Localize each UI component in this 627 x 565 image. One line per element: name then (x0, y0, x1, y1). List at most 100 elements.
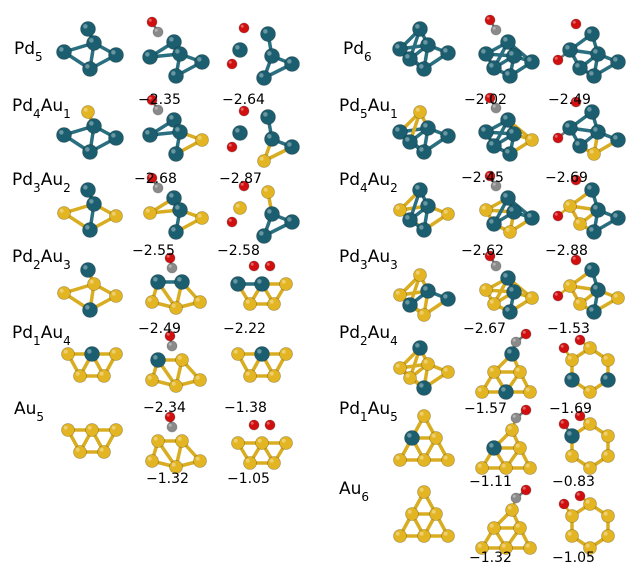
left-pd1au4-bare-atom-highlight (87, 349, 92, 354)
right-pd3au3-o2-atom-au (611, 291, 625, 305)
right-pd2au4-co-atom-o (520, 328, 532, 340)
left-pd3au2-o2-atom-pd (256, 228, 272, 244)
left-pd4au1-co-atom-highlight (197, 135, 202, 140)
right-pd6-bare-atom-highlight (405, 54, 410, 59)
right-pd4au2-bare-atom-pd (420, 198, 436, 214)
right-pd1au5-o2-atom-au (601, 449, 615, 463)
right-pd5au1-co-atom-au (525, 133, 539, 147)
right-au6-bare-atom-au (429, 507, 443, 521)
energy-label-left-1-0: −2.35 (138, 92, 181, 108)
right-pd5au1-co-atom-highlight (509, 129, 514, 134)
left-pd2au3-bare-atom-pd (82, 302, 98, 318)
right-pd4au2-o2-atom-highlight (565, 201, 570, 206)
right-pd5au1-bare-atom-highlight (395, 127, 400, 132)
left-au5-co-atom-highlight (153, 436, 158, 441)
energy-label-right-7-0: −1.32 (469, 550, 512, 565)
right-pd4au2-o2-atom-pd (590, 202, 606, 218)
composition-label-left-2: Pd3Au2 (12, 170, 71, 195)
right-pd3au3-o2-atom-pd (584, 262, 600, 278)
energy-label-left-6-1: −1.05 (227, 471, 270, 487)
right-pd3au3-co-atom-c (490, 260, 502, 272)
right-au6-o2-atom-o (558, 498, 570, 510)
right-pd6-o2-atom-pd (586, 68, 602, 84)
left-pd4au1-co-atom-highlight (175, 127, 180, 132)
right-au6-co-atom-o (520, 484, 532, 496)
right-pd3au3-co-atom-highlight (505, 307, 510, 312)
left-pd1au4-co-atom-au (193, 373, 207, 387)
left-pd1au4-o2-atom-au (243, 369, 257, 383)
right-pd5au1-co-atom-highlight (527, 135, 532, 140)
right-au6-bare-atom-au (441, 529, 455, 543)
right-pd1au5-co-atom-highlight (525, 463, 530, 468)
left-pd5-co-atom-c (152, 26, 164, 38)
right-au6-co-atom-highlight (525, 543, 530, 548)
right-pd3au3-co-atom-highlight (481, 285, 486, 290)
right-pd5au1-co-atom-o (484, 92, 496, 104)
left-pd1au4-o2-atom-pd (254, 346, 270, 362)
right-pd2au4-co-atom-au (487, 365, 501, 379)
right-au6-o2-atom-highlight (585, 543, 590, 548)
right-pd1au5-o2-atom-pd (564, 428, 580, 444)
right-pd1au5-bare-atom-highlight (443, 455, 448, 460)
left-pd5-bare-atom-pd (80, 21, 96, 37)
left-pd1au4-co-atom-c (166, 340, 178, 352)
right-pd2au4-co-atom-pd (498, 384, 514, 400)
left-pd2au3-o2-atom-highlight (250, 262, 254, 266)
left-pd4au1-co-atom-au (195, 133, 209, 147)
energy-label-right-2-0: −2.45 (461, 170, 504, 186)
right-pd5au1-bare-atom-au (413, 105, 427, 119)
right-pd2au4-co-atom-highlight (512, 338, 516, 342)
right-pd4au2-co-atom-pd (506, 204, 522, 220)
composition-label-left-4: Pd1Au4 (12, 323, 71, 348)
right-pd1au5-o2-atom-highlight (567, 431, 572, 436)
left-pd1au4-o2-atom-highlight (257, 349, 262, 354)
right-pd5au1-o2-atom-highlight (589, 149, 594, 154)
right-pd1au5-o2-atom-highlight (585, 463, 590, 468)
right-pd3au3-o2-atom-highlight (554, 292, 558, 296)
right-pd3au3-bare-atom-pd (420, 283, 436, 299)
right-au6-o2-atom-highlight (585, 499, 590, 504)
right-pd3au3-o2-atom-au (573, 297, 587, 311)
right-au6-co-atom-c (510, 492, 522, 504)
left-pd4au1-co-atom-pd (172, 124, 188, 140)
left-pd2au3-o2-atom-au (243, 297, 257, 311)
composition-label-left-3: Pd2Au3 (12, 247, 71, 272)
right-pd3au3-o2-atom-o (570, 254, 582, 266)
left-pd2au3-bare-atom-highlight (89, 279, 94, 284)
right-pd4au2-co-atom-pd (486, 216, 502, 232)
right-au6-o2-atom-au (583, 497, 597, 511)
right-pd2au4-co-atom-highlight (515, 367, 520, 372)
right-pd4au2-bare-atom-pd (412, 182, 428, 198)
right-pd3au3-co-atom-highlight (492, 262, 496, 266)
left-au5-bare-atom-au (109, 423, 123, 437)
energy-label-right-3-1: −2.88 (545, 243, 588, 259)
left-pd1au4-co-atom-o (164, 330, 176, 342)
right-au6-bare-atom-au (393, 529, 407, 543)
right-pd4au2-co-atom-highlight (481, 205, 486, 210)
right-pd6-co-atom-highlight (489, 63, 494, 68)
left-pd4au1-bare-atom-highlight (83, 107, 88, 112)
atom-layer (56, 14, 626, 555)
left-pd3au2-co-atom-highlight (197, 213, 202, 218)
right-pd1au5-co-atom-au (513, 441, 527, 455)
left-au5-bare-atom-au (85, 423, 99, 437)
right-pd5au1-o2-atom-highlight (554, 134, 558, 138)
right-au6-o2-atom-au (565, 509, 579, 523)
right-pd1au5-co-atom-highlight (501, 463, 506, 468)
left-pd5-bare-atom-highlight (111, 50, 116, 55)
right-pd3au3-o2-atom-highlight (593, 285, 598, 290)
left-pd1au4-co-atom-highlight (171, 381, 176, 386)
left-pd2au3-o2-atom-highlight (233, 279, 238, 284)
right-pd6-co-atom-o (484, 14, 496, 26)
right-pd5au1-bare-atom-highlight (423, 123, 428, 128)
right-pd6-bare-atom-pd (440, 45, 456, 61)
left-pd5-bare-atom-pd (108, 47, 124, 63)
right-pd3au3-co-atom-au (479, 283, 493, 297)
right-pd6-o2-atom-pd (584, 26, 600, 42)
right-pd5au1-o2-atom-highlight (593, 127, 598, 132)
left-pd1au4-bare-atom-pd (84, 346, 100, 362)
right-pd6-bare-atom-highlight (415, 24, 420, 29)
right-pd5au1-o2-atom-highlight (572, 98, 576, 102)
right-pd5au1-bare-atom-highlight (405, 137, 410, 142)
right-pd3au3-co-atom-highlight (489, 299, 494, 304)
